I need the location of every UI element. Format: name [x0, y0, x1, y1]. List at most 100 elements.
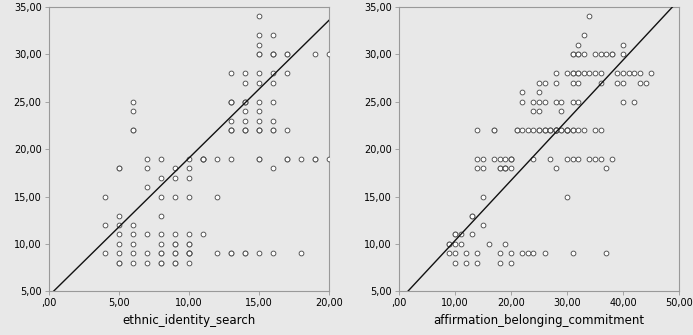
- Point: [545, 127, 556, 133]
- Point: [534, 127, 545, 133]
- Point: [211, 194, 222, 199]
- Point: [183, 165, 194, 171]
- Point: [155, 251, 166, 256]
- Point: [629, 70, 640, 76]
- Point: [601, 165, 612, 171]
- Point: [461, 260, 472, 266]
- Point: [169, 232, 180, 237]
- Point: [584, 13, 595, 19]
- Point: [183, 156, 194, 161]
- Point: [444, 241, 455, 247]
- Point: [239, 251, 250, 256]
- Point: [539, 99, 550, 104]
- Point: [489, 127, 500, 133]
- Point: [606, 156, 617, 161]
- Point: [561, 127, 572, 133]
- Point: [239, 70, 250, 76]
- Point: [472, 260, 483, 266]
- Point: [239, 118, 250, 123]
- Point: [197, 156, 208, 161]
- Point: [239, 80, 250, 85]
- Point: [169, 194, 180, 199]
- Point: [444, 241, 455, 247]
- Point: [578, 70, 589, 76]
- Point: [572, 42, 584, 47]
- Point: [539, 127, 550, 133]
- Point: [155, 232, 166, 237]
- Point: [225, 99, 236, 104]
- Point: [590, 52, 601, 57]
- Point: [239, 99, 250, 104]
- Point: [141, 156, 152, 161]
- Point: [567, 80, 578, 85]
- Point: [539, 127, 550, 133]
- Point: [505, 156, 516, 161]
- Point: [578, 52, 589, 57]
- Point: [578, 127, 589, 133]
- Point: [550, 127, 561, 133]
- Point: [155, 156, 166, 161]
- Point: [572, 80, 584, 85]
- Point: [494, 156, 505, 161]
- Point: [323, 52, 334, 57]
- Point: [225, 251, 236, 256]
- Point: [155, 175, 166, 180]
- Point: [477, 165, 489, 171]
- Point: [590, 127, 601, 133]
- Point: [225, 99, 236, 104]
- Point: [617, 70, 629, 76]
- Point: [253, 156, 264, 161]
- Point: [253, 127, 264, 133]
- Point: [113, 213, 124, 218]
- Point: [253, 52, 264, 57]
- Point: [472, 165, 483, 171]
- Point: [567, 52, 578, 57]
- Point: [528, 109, 539, 114]
- Point: [505, 156, 516, 161]
- Point: [323, 156, 334, 161]
- Point: [612, 70, 623, 76]
- Point: [449, 232, 460, 237]
- Point: [572, 156, 584, 161]
- Point: [477, 194, 489, 199]
- Point: [211, 156, 222, 161]
- Point: [590, 70, 601, 76]
- Point: [113, 241, 124, 247]
- Point: [466, 213, 477, 218]
- Point: [127, 127, 138, 133]
- X-axis label: ethnic_identity_search: ethnic_identity_search: [122, 314, 255, 327]
- Point: [500, 165, 511, 171]
- Point: [517, 251, 528, 256]
- Point: [253, 13, 264, 19]
- Point: [253, 32, 264, 38]
- Point: [155, 260, 166, 266]
- Point: [550, 70, 561, 76]
- Point: [253, 80, 264, 85]
- Point: [517, 127, 528, 133]
- Point: [534, 99, 545, 104]
- Point: [141, 165, 152, 171]
- Point: [197, 232, 208, 237]
- Point: [267, 127, 279, 133]
- Point: [127, 232, 138, 237]
- Point: [528, 156, 539, 161]
- Point: [253, 42, 264, 47]
- Point: [169, 241, 180, 247]
- Point: [449, 241, 460, 247]
- Point: [309, 156, 320, 161]
- Point: [309, 156, 320, 161]
- Point: [539, 127, 550, 133]
- Point: [489, 156, 500, 161]
- Point: [239, 109, 250, 114]
- Point: [500, 165, 511, 171]
- Point: [169, 241, 180, 247]
- Point: [550, 80, 561, 85]
- Point: [113, 260, 124, 266]
- Point: [567, 127, 578, 133]
- Point: [225, 118, 236, 123]
- Point: [629, 99, 640, 104]
- Point: [461, 251, 472, 256]
- Point: [141, 260, 152, 266]
- Point: [534, 89, 545, 95]
- Point: [550, 127, 561, 133]
